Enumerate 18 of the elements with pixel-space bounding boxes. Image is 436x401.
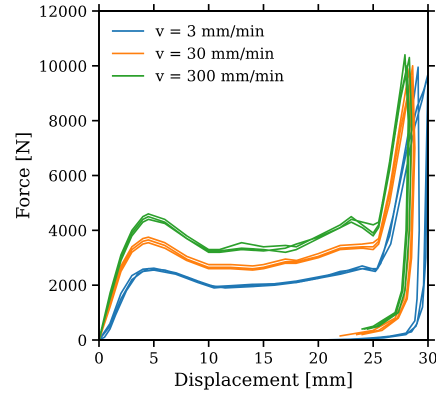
legend-label: v = 30 mm/min <box>155 47 274 60</box>
y-tick-label: 6000 <box>49 170 86 182</box>
legend-label: v = 3 mm/min <box>155 25 264 38</box>
x-tick-label: 20 <box>310 352 328 364</box>
y-tick-label: 12000 <box>40 5 86 18</box>
y-tick-label: 4000 <box>48 224 86 236</box>
x-tick-label: 15 <box>256 352 272 364</box>
x-tick-label: 25 <box>364 352 382 364</box>
x-tick-label: 10 <box>200 352 218 364</box>
x-axis-title: Displacement [mm] <box>174 372 352 390</box>
y-tick-label: 0 <box>78 334 86 346</box>
y-tick-label: 10000 <box>40 60 86 72</box>
x-tick-label: 5 <box>150 352 158 364</box>
y-axis-title: Force [N] <box>16 133 32 218</box>
x-tick-label: 0 <box>95 352 103 364</box>
legend-label: v = 300 mm/min <box>155 70 284 83</box>
y-tick-label: 2000 <box>49 280 86 292</box>
y-tick-label: 8000 <box>49 115 86 127</box>
